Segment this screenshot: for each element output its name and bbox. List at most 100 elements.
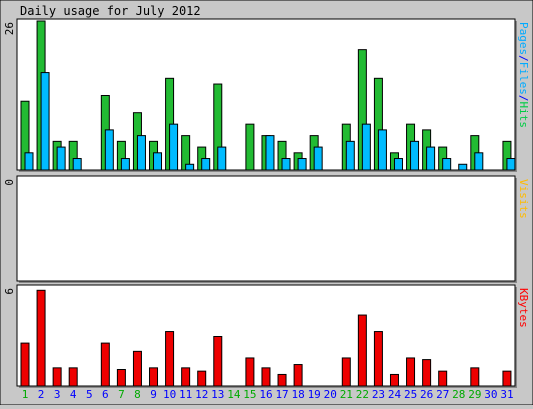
bar-files — [120, 158, 130, 171]
bar-files — [40, 72, 50, 171]
panel-pages-files-hits: 26 Pages/Files/Hits — [3, 18, 530, 172]
panel-visits: 0 Visits — [3, 175, 530, 283]
bar-files — [393, 158, 403, 171]
x-tick-label: 10 — [163, 388, 176, 401]
x-tick-label: 29 — [468, 388, 481, 401]
x-tick-label: 30 — [484, 388, 497, 401]
x-tick-label: 11 — [179, 388, 192, 401]
bar-kbytes — [341, 357, 351, 387]
bar-files — [217, 146, 227, 171]
bar-kbytes — [36, 289, 46, 387]
bar-files — [104, 129, 114, 171]
side-label-part: / — [517, 55, 530, 62]
x-tick-label: 20 — [324, 388, 337, 401]
bar-files — [185, 163, 195, 171]
bar-kbytes — [20, 342, 30, 387]
x-tick-label: 9 — [150, 388, 157, 401]
bar-kbytes — [373, 331, 383, 387]
bar-kbytes — [132, 350, 142, 387]
x-tick-label: 3 — [54, 388, 61, 401]
bar-files — [153, 152, 163, 171]
x-tick-label: 4 — [70, 388, 77, 401]
bar-kbytes — [357, 314, 367, 387]
side-label-part: Pages — [517, 22, 530, 55]
bar-files — [313, 146, 323, 171]
bar-files — [201, 158, 211, 171]
chart-title: Daily usage for July 2012 — [20, 4, 201, 18]
bar-kbytes — [502, 370, 512, 387]
side-label-part: Files — [517, 62, 530, 95]
bar-files — [474, 152, 484, 171]
x-tick-label: 1 — [22, 388, 29, 401]
bar-kbytes — [213, 336, 223, 387]
bar-kbytes — [165, 331, 175, 387]
x-tick-label: 31 — [500, 388, 513, 401]
bar-kbytes — [68, 367, 78, 387]
x-tick-label: 18 — [292, 388, 305, 401]
x-tick-label: 25 — [404, 388, 417, 401]
side-label: KBytes — [517, 288, 530, 328]
bar-kbytes — [149, 367, 159, 387]
bar-files — [169, 123, 179, 171]
x-tick-label: 27 — [436, 388, 449, 401]
bar-kbytes — [389, 373, 399, 387]
bar-kbytes — [181, 367, 191, 387]
bar-files — [377, 129, 387, 171]
bar-kbytes — [116, 369, 126, 387]
x-tick-label: 6 — [102, 388, 109, 401]
bar-kbytes — [261, 367, 271, 387]
bar-kbytes — [245, 357, 255, 387]
x-tick-label: 2 — [38, 388, 45, 401]
bar-files — [506, 158, 516, 171]
bar-files — [24, 152, 34, 171]
side-label-part: / — [517, 95, 530, 102]
bar-files — [426, 146, 436, 171]
bar-files — [56, 146, 66, 171]
x-tick-label: 5 — [86, 388, 93, 401]
side-label-part: Visits — [517, 179, 530, 219]
x-tick-label: 15 — [243, 388, 256, 401]
x-tick-label: 24 — [388, 388, 402, 401]
side-label-part: Hits — [517, 102, 530, 129]
bar-files — [345, 140, 355, 171]
x-tick-label: 19 — [308, 388, 321, 401]
bar-kbytes — [293, 364, 303, 387]
x-tick-label: 26 — [420, 388, 433, 401]
side-label: Pages/Files/Hits — [517, 22, 530, 128]
bar-kbytes — [197, 370, 207, 387]
side-label: Visits — [517, 179, 530, 219]
bar-hits — [245, 123, 255, 171]
bar-kbytes — [277, 373, 287, 387]
x-axis: 1 2 3 4 5 6 7 8 9 10 11 12 13 14 15 16 17 18 19 20 21 22 23 24 2… — [22, 388, 514, 401]
x-tick-label: 16 — [259, 388, 272, 401]
y-max-label: 0 — [3, 179, 16, 186]
bar-kbytes — [52, 367, 62, 387]
bar-kbytes — [470, 367, 480, 387]
bar-files — [281, 158, 291, 171]
x-tick-label: 13 — [211, 388, 224, 401]
bar-files — [442, 158, 452, 171]
bar-files — [72, 158, 82, 171]
bar-files — [265, 135, 275, 171]
x-tick-label: 21 — [340, 388, 353, 401]
panel-kbytes: 6 KBytes — [3, 284, 530, 388]
bar-kbytes — [406, 357, 416, 387]
x-tick-label: 28 — [452, 388, 465, 401]
x-tick-label: 17 — [275, 388, 288, 401]
x-tick-label: 7 — [118, 388, 125, 401]
y-max-label: 6 — [3, 288, 16, 295]
x-tick-label: 14 — [227, 388, 241, 401]
x-tick-label: 23 — [372, 388, 385, 401]
bar-files — [458, 163, 468, 171]
bar-kbytes — [438, 370, 448, 387]
x-tick-label: 8 — [134, 388, 141, 401]
bar-files — [297, 158, 307, 171]
bar-kbytes — [422, 359, 432, 387]
bar-kbytes — [100, 342, 110, 387]
y-max-label: 26 — [3, 22, 16, 35]
x-tick-label: 12 — [195, 388, 208, 401]
panel-frame — [16, 175, 516, 282]
bar-files — [410, 140, 420, 171]
